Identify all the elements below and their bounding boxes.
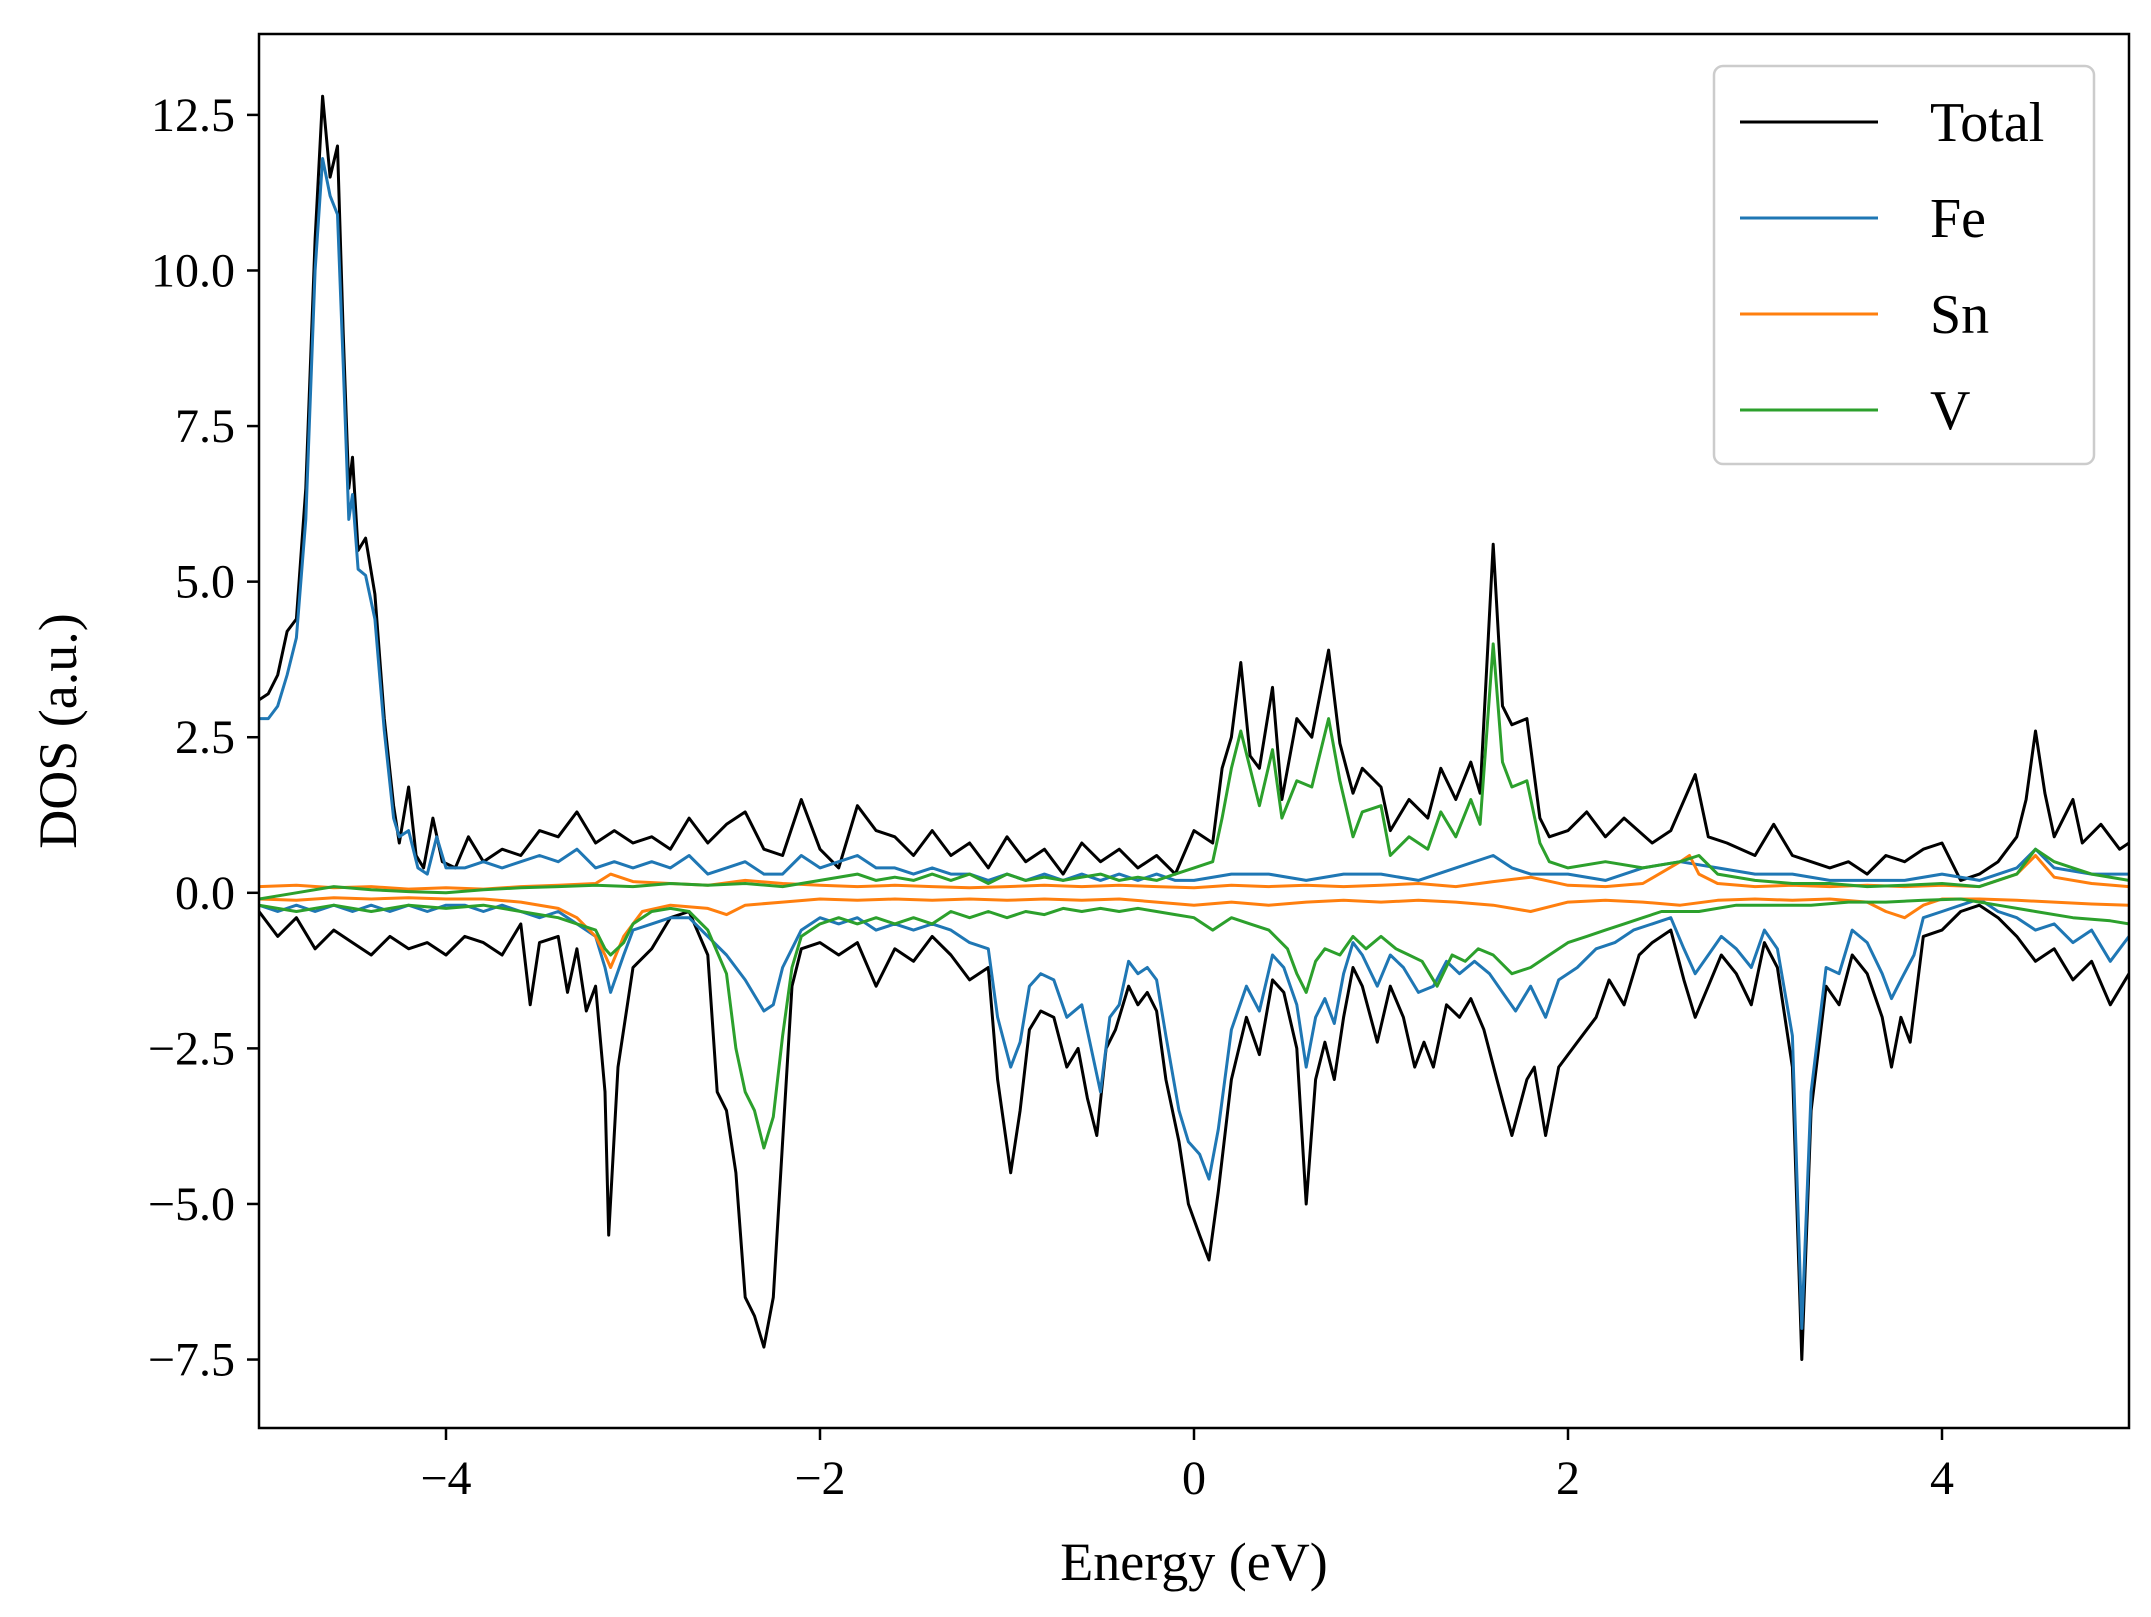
x-tick-label: −2 bbox=[794, 1452, 845, 1505]
y-axis: 12.5 10.0 7.5 5.0 2.5 0.0 −2.5 −5.0 −7.5 bbox=[148, 89, 259, 1387]
y-tick-label: 2.5 bbox=[175, 711, 235, 764]
series-layer bbox=[259, 94, 2129, 1361]
x-tick-label: −4 bbox=[420, 1452, 471, 1505]
legend-label-fe: Fe bbox=[1930, 188, 1986, 250]
x-tick-label: 4 bbox=[1930, 1452, 1954, 1505]
y-tick-label: 7.5 bbox=[175, 400, 235, 453]
y-axis-title: DOS (a.u.) bbox=[28, 613, 88, 848]
x-axis-title: Energy (eV) bbox=[1060, 1532, 1327, 1592]
x-tick-label: 2 bbox=[1556, 1452, 1580, 1505]
y-tick-label: 12.5 bbox=[151, 89, 235, 142]
series-line-fe-down bbox=[259, 897, 2129, 1330]
x-tick-label: 0 bbox=[1182, 1452, 1206, 1505]
y-tick-label: 0.0 bbox=[175, 867, 235, 920]
series-line-total-down bbox=[259, 903, 2129, 1361]
y-tick-label: 10.0 bbox=[151, 244, 235, 297]
legend-label-total: Total bbox=[1930, 92, 2044, 154]
series-line-v-down bbox=[259, 897, 2129, 1150]
legend-label-v: V bbox=[1930, 380, 1970, 442]
series-line-sn-up bbox=[259, 854, 2129, 891]
series-line-v-up bbox=[259, 642, 2129, 901]
y-tick-label: −7.5 bbox=[148, 1334, 235, 1387]
y-tick-label: 5.0 bbox=[175, 556, 235, 609]
legend-label-sn: Sn bbox=[1930, 284, 1989, 346]
legend: Total Fe Sn V bbox=[1712, 64, 2096, 466]
legend-box bbox=[1712, 64, 2096, 466]
y-tick-label: −2.5 bbox=[148, 1022, 235, 1075]
x-axis: −4 −2 0 2 4 bbox=[420, 1428, 1954, 1505]
y-tick-label: −5.0 bbox=[148, 1178, 235, 1231]
series-line-fe-up bbox=[259, 157, 2129, 882]
